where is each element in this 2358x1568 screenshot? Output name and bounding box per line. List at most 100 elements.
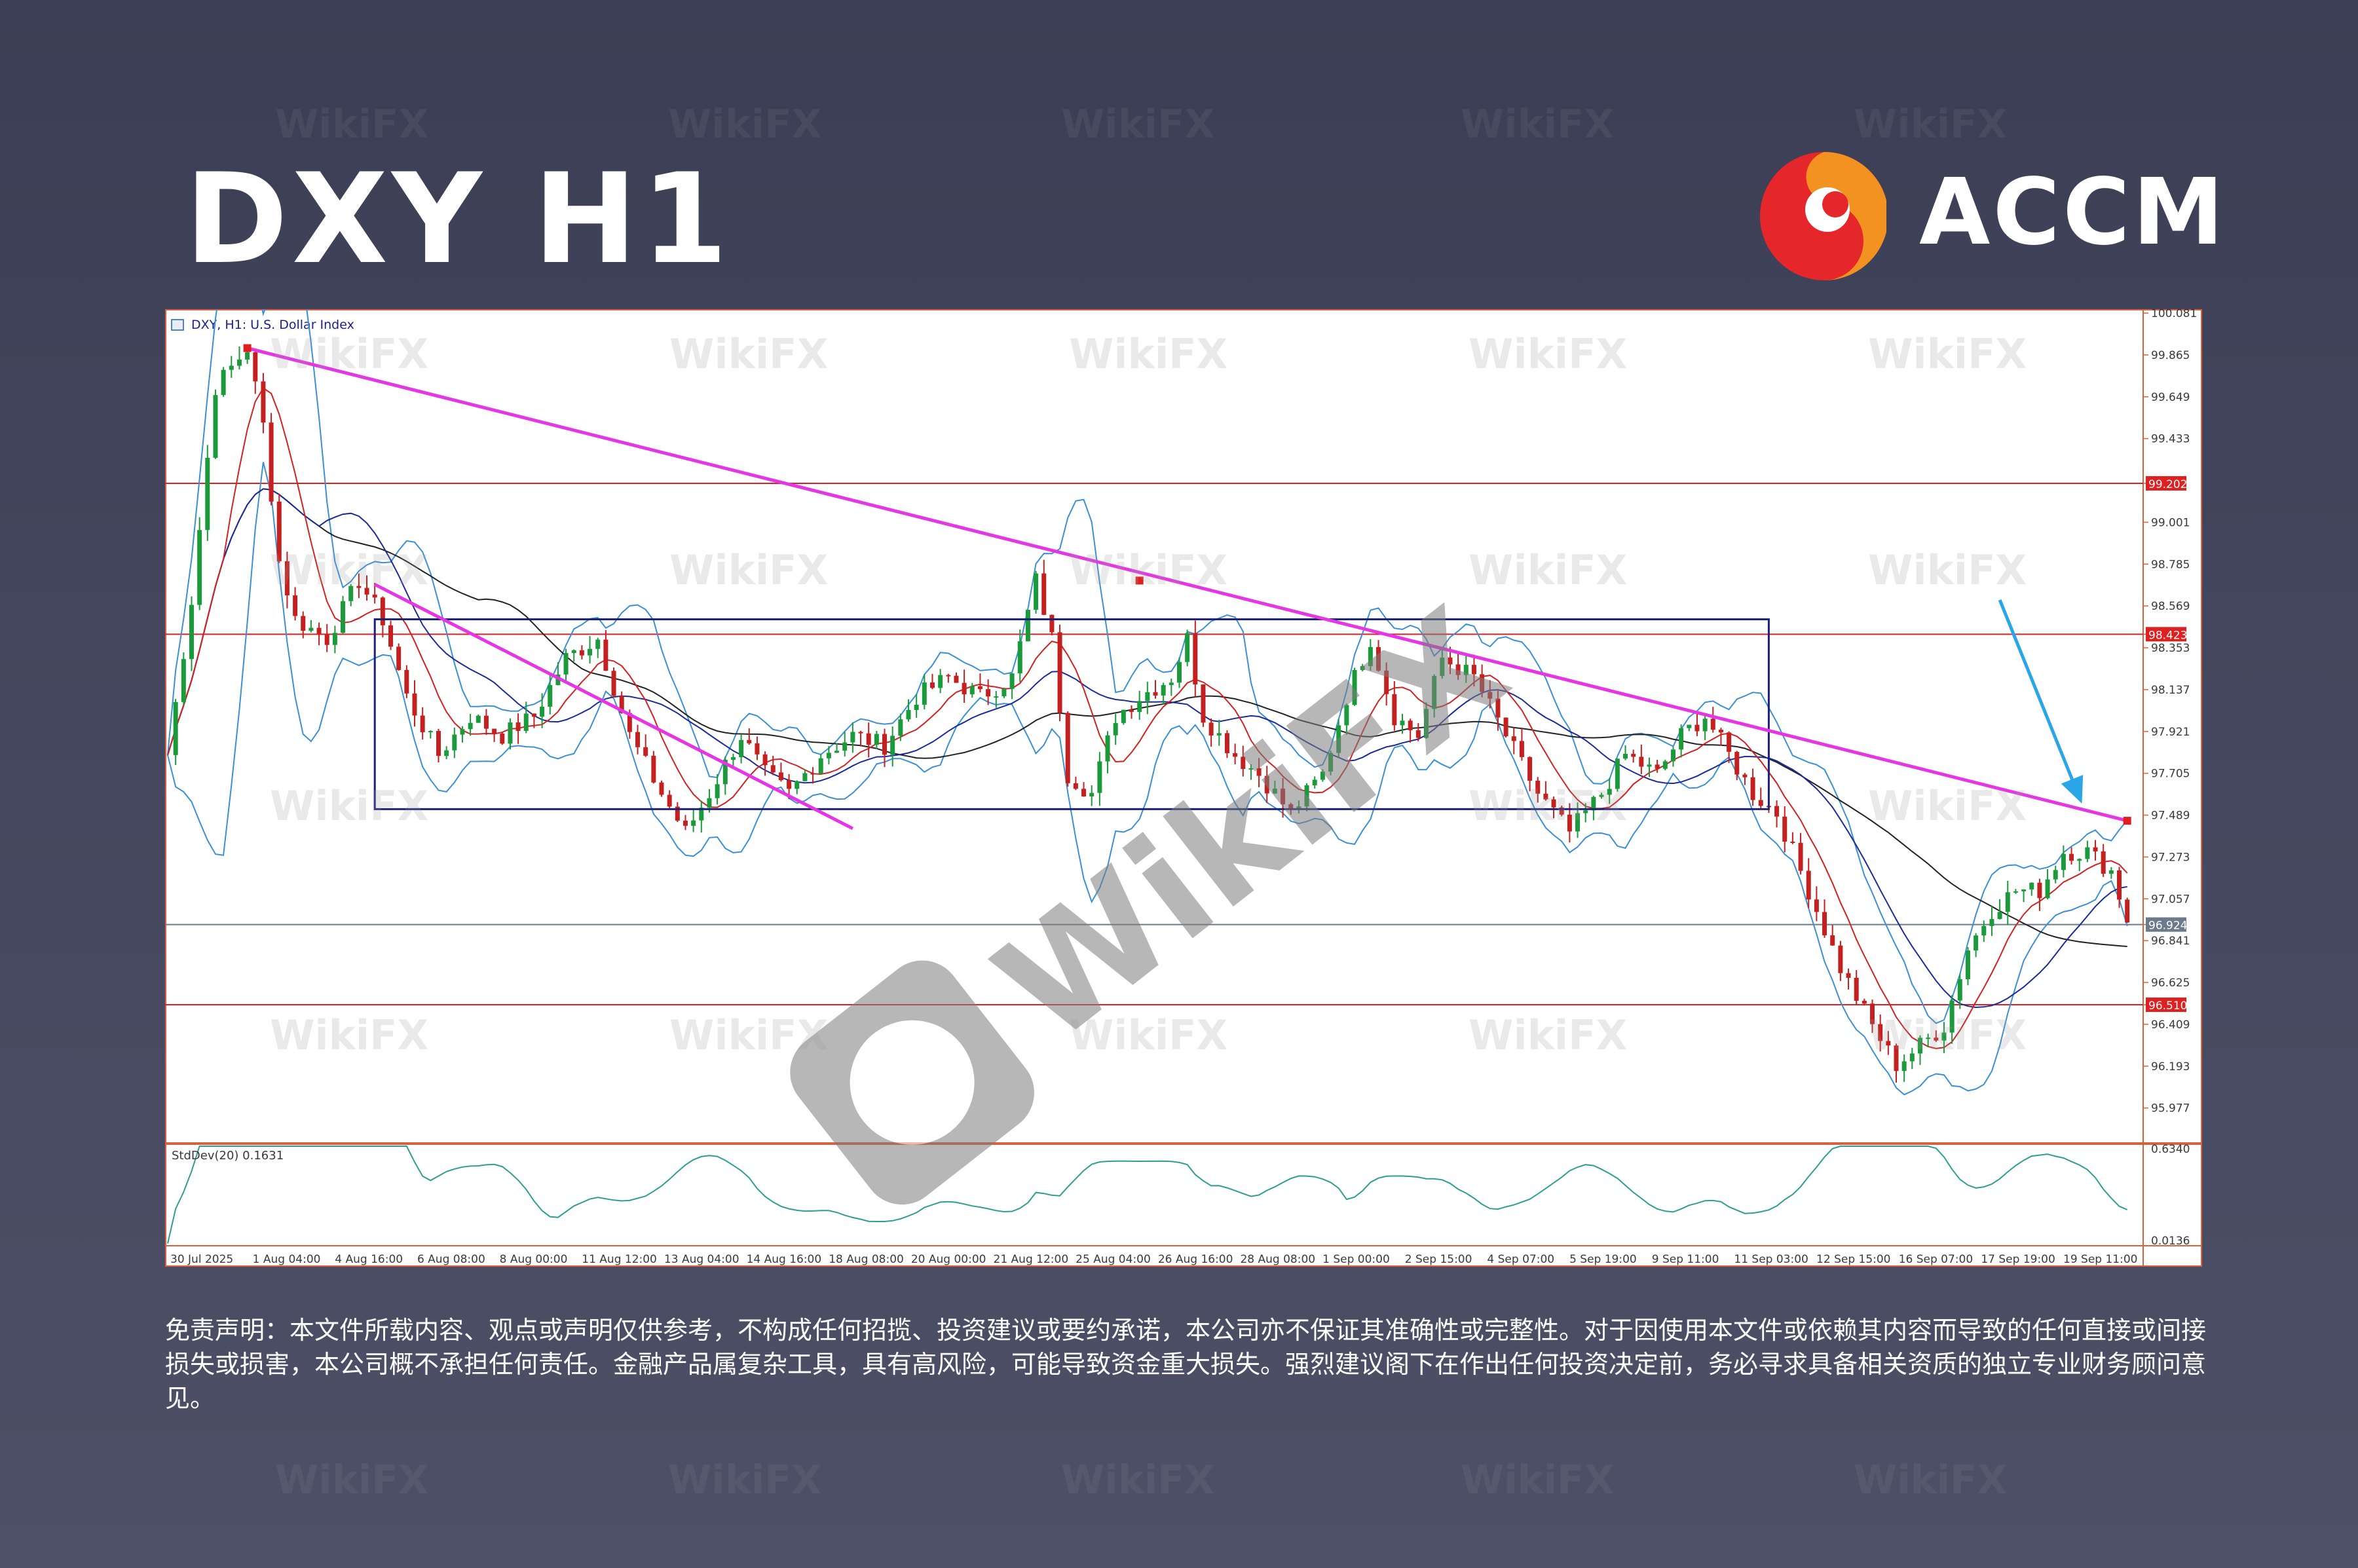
candle-body <box>922 682 927 705</box>
candle-body <box>293 595 298 616</box>
candle-body <box>436 731 441 756</box>
candle-body <box>2085 847 2090 859</box>
x-tick-label: 6 Aug 08:00 <box>417 1253 485 1266</box>
candle-body <box>946 675 951 677</box>
candle-body <box>1201 684 1206 723</box>
x-tick-label: 5 Sep 19:00 <box>1569 1253 1637 1266</box>
candle-body <box>420 715 425 732</box>
candle-body <box>1495 698 1501 718</box>
candle-body <box>1878 1024 1883 1041</box>
candle-body <box>1965 950 1970 980</box>
annotation-arrow-head <box>2061 775 2084 804</box>
candle-body <box>1137 701 1142 712</box>
candle-body <box>372 594 377 598</box>
candle-body <box>787 780 792 789</box>
candle-body <box>762 754 768 766</box>
candle-body <box>1392 694 1397 726</box>
candle-body <box>1009 673 1015 689</box>
candle-body <box>929 682 935 688</box>
wikifx-watermark: WikiFX <box>275 1457 428 1503</box>
candle-body <box>476 715 481 723</box>
candle-body <box>954 675 959 683</box>
candle-body <box>1073 783 1078 789</box>
candle-body <box>1974 935 1979 951</box>
candle-body <box>739 739 744 758</box>
sub-y-tick-label: 0.0136 <box>2151 1235 2190 1248</box>
y-tick-label: 98.785 <box>2151 558 2190 571</box>
candle-body <box>675 806 680 821</box>
candle-body <box>1113 722 1118 736</box>
candle-body <box>898 719 903 736</box>
candle-body <box>1488 692 1493 699</box>
candle-body <box>1105 735 1110 762</box>
candle-body <box>643 747 648 756</box>
sub-y-tick-label: 0.6340 <box>2151 1143 2190 1156</box>
candle-body <box>1216 733 1222 736</box>
candle-body <box>882 734 888 755</box>
y-tick-label: 97.273 <box>2151 851 2190 864</box>
candle-body <box>1806 870 1811 900</box>
indicator-label: StdDev(20) 0.1631 <box>172 1149 284 1163</box>
wikifx-watermark: WikiFX <box>669 546 828 594</box>
candle-body <box>1153 692 1158 696</box>
candle-body <box>627 713 632 732</box>
chart-panel: DXY, H1: U.S. Dollar Index 100.081 99.865 9… <box>165 309 2202 1267</box>
candle-body <box>1615 758 1620 789</box>
candle-body <box>236 359 242 366</box>
candle-body <box>173 701 178 755</box>
candle-body <box>508 722 513 744</box>
candle-body <box>500 734 505 744</box>
candle-body <box>1734 751 1740 775</box>
candle-body <box>1909 1053 1915 1062</box>
candle-body <box>1591 796 1596 811</box>
candle-body <box>404 669 409 694</box>
candle-body <box>874 734 879 745</box>
candle-body <box>890 736 895 755</box>
candle-body <box>1440 657 1445 677</box>
anchor-marker <box>2123 817 2131 825</box>
candle-body <box>842 742 848 751</box>
candle-body <box>802 773 808 781</box>
x-tick-label: 1 Aug 04:00 <box>253 1253 321 1266</box>
candle-body <box>2077 859 2082 861</box>
candle-body <box>770 765 776 773</box>
candle-body <box>1774 806 1780 817</box>
candle-body <box>1423 709 1429 738</box>
candle-body <box>284 561 290 596</box>
candle-body <box>1129 709 1134 712</box>
candle-body <box>1997 912 2002 920</box>
candle-body <box>2117 870 2122 900</box>
candle-body <box>2045 879 2050 899</box>
candle-body <box>699 808 704 821</box>
brand-name: ACCM <box>1919 159 2227 266</box>
candle-body <box>309 627 314 631</box>
candle-body <box>1089 793 1095 797</box>
candle-body <box>1408 720 1413 730</box>
candle-body <box>388 625 394 647</box>
candle-body <box>603 639 608 671</box>
candle-body <box>969 686 975 695</box>
anchor-marker <box>1135 576 1144 585</box>
candle-body <box>730 757 736 760</box>
x-tick-label: 19 Sep 11:00 <box>2063 1253 2137 1266</box>
x-tick-label: 13 Aug 04:00 <box>664 1253 739 1266</box>
y-tick-label: 96.193 <box>2151 1060 2190 1073</box>
candle-body <box>1694 724 1700 732</box>
candle-body <box>515 722 521 731</box>
candle-body <box>1169 682 1174 685</box>
candle-body <box>747 739 752 743</box>
candle-body <box>571 650 576 654</box>
candle-body <box>1862 1000 1867 1004</box>
wikifx-watermark: WikiFX <box>1461 102 1614 147</box>
candle-body <box>1057 632 1062 713</box>
candle-body <box>707 798 712 808</box>
candle-body <box>1758 800 1763 806</box>
candle-body <box>483 715 489 729</box>
wikifx-watermark: WikiFX <box>1069 546 1227 594</box>
y-tick-label: 97.489 <box>2151 810 2190 823</box>
candle-body <box>619 696 624 713</box>
x-tick-label: 9 Sep 11:00 <box>1652 1253 1719 1266</box>
candle-body <box>1894 1045 1899 1072</box>
candle-body <box>1710 719 1715 730</box>
x-tick-label: 8 Aug 00:00 <box>500 1253 568 1266</box>
